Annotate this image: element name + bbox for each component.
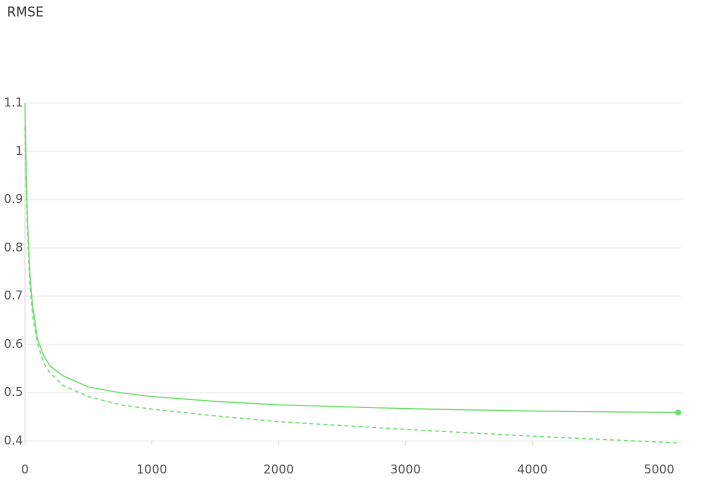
y-tick-label: 0.5	[4, 385, 23, 399]
y-tick-label: 0.4	[4, 434, 23, 448]
x-tick-label: 0	[21, 463, 29, 477]
y-tick-label: 0.8	[4, 240, 23, 254]
end-point	[675, 409, 682, 416]
y-tick-label: 0.7	[4, 289, 23, 303]
y-tick-label: 1	[15, 144, 23, 158]
series-line	[24, 127, 679, 444]
x-tick-label: 3000	[390, 463, 421, 477]
x-tick-label: 5000	[644, 463, 675, 477]
y-tick-label: 1.1	[4, 96, 23, 110]
y-tick-label: 0.9	[4, 192, 23, 206]
x-tick-label: 1000	[137, 463, 168, 477]
x-tick-label: 4000	[517, 463, 548, 477]
chart-title: RMSE	[7, 6, 44, 21]
x-tick-label: 2000	[263, 463, 294, 477]
series-line	[24, 102, 679, 414]
y-tick-label: 0.6	[4, 337, 23, 351]
